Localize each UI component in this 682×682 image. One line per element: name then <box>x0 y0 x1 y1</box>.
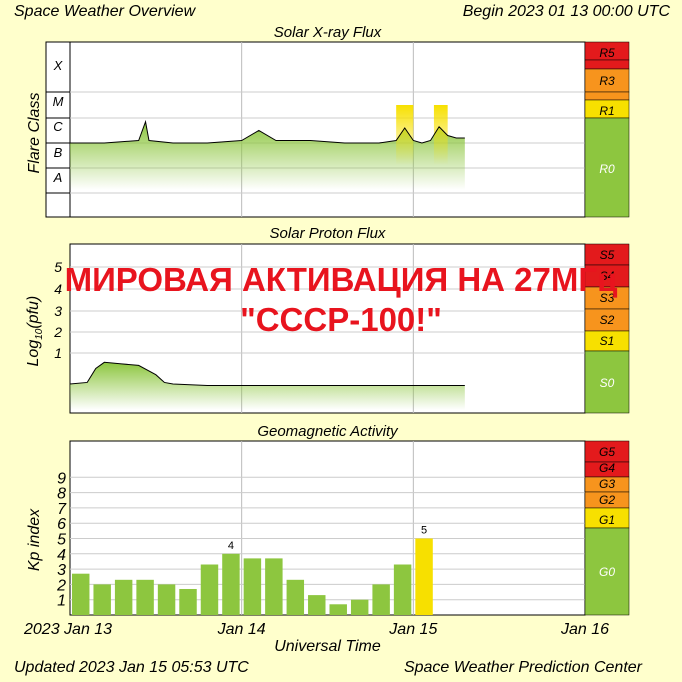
footer-center: Space Weather Prediction Center <box>403 659 642 676</box>
overlay-line-1: МИРОВАЯ АКТИВАЦИЯ НА 27МГц <box>64 261 618 298</box>
panel-3-frame <box>69 440 586 616</box>
xray-flare-fill <box>433 105 448 165</box>
proton-scale-band <box>584 350 630 414</box>
xray-scale-label: R5 <box>599 46 615 60</box>
kp-ytick: 6 <box>57 516 66 533</box>
kp-ytick: 8 <box>57 486 66 503</box>
xray-class-label: C <box>53 119 63 134</box>
kp-bar <box>329 604 347 615</box>
xray-scale-label: R1 <box>599 104 614 118</box>
kp-bar <box>136 579 154 615</box>
xray-class-label: A <box>53 170 63 185</box>
proton-ytick: 4 <box>54 281 62 297</box>
kp-ytick: 5 <box>57 532 66 549</box>
proton-ytick: 5 <box>54 259 62 275</box>
proton-line <box>69 361 465 387</box>
geomag-title: Geomagnetic Activity <box>257 423 398 440</box>
kp-scale-label: G2 <box>599 493 615 507</box>
kp-scale-label: G1 <box>599 513 615 527</box>
xray-scale-label: R3 <box>599 74 615 88</box>
xray-class-label: M <box>53 94 64 109</box>
kp-bar-label: 5 <box>421 525 427 537</box>
proton-ytick: 2 <box>53 324 62 340</box>
kp-xtick: Jan 15 <box>388 621 437 638</box>
xray-class-label: B <box>54 145 63 160</box>
kp-ytick: 2 <box>56 577 66 594</box>
proton-scale-label: S2 <box>600 313 615 327</box>
xray-ylabel: Flare Class <box>26 92 43 174</box>
xray-flare-fill <box>396 105 414 165</box>
kp-ytick: 9 <box>57 470 66 487</box>
xray-class-box <box>45 41 71 218</box>
kp-bar <box>350 599 369 615</box>
kp-xtick: Jan 16 <box>560 621 609 638</box>
kp-scale-label: G4 <box>599 461 615 475</box>
kp-scale-label: G5 <box>599 445 615 459</box>
kp-bar <box>200 564 219 615</box>
kp-ytick: 4 <box>57 547 66 564</box>
proton-area <box>70 362 465 410</box>
proton-scale-label: S1 <box>600 334 615 348</box>
kp-bar <box>179 588 197 615</box>
xray-title: Solar X-ray Flux <box>273 24 382 41</box>
kp-bar <box>286 579 305 615</box>
kp-xtick: Jan 14 <box>217 621 266 638</box>
kp-bar <box>372 584 390 615</box>
xray-scale-band <box>584 117 630 218</box>
kp-scale-band <box>584 527 630 616</box>
kp-bar-label: 4 <box>228 540 234 552</box>
kp-bar <box>157 584 176 615</box>
proton-ytick: 1 <box>54 345 62 361</box>
kp-bar <box>265 558 283 615</box>
xray-scale-label: R0 <box>599 162 615 176</box>
proton-scale-label: S4 <box>600 269 615 283</box>
proton-ytick: 3 <box>54 303 62 319</box>
kp-scale-label: G0 <box>599 565 615 579</box>
kp-bar <box>114 579 133 615</box>
kp-bar <box>72 573 90 615</box>
geomag-ylabel: Kp index <box>26 508 43 572</box>
kp-bar <box>243 558 262 615</box>
overlay-line-2: "СССР-100!" <box>240 301 442 338</box>
footer-updated: Updated 2023 Jan 15 05:53 UTC <box>14 659 249 676</box>
kp-ytick: 1 <box>57 593 66 610</box>
xray-area <box>70 121 465 190</box>
header-begin: Begin 2023 01 13 00:00 UTC <box>462 3 670 20</box>
proton-scale-label: S3 <box>600 291 615 305</box>
kp-bar <box>393 564 412 615</box>
xray-scale-band <box>584 91 630 101</box>
xray-class-label: X <box>53 58 64 73</box>
kp-ytick: 3 <box>57 562 66 579</box>
proton-scale-label: S0 <box>600 376 615 390</box>
kp-bar <box>308 595 326 615</box>
header-title: Space Weather Overview <box>14 3 196 20</box>
x-axis-label: Universal Time <box>274 638 381 655</box>
xray-scale-band <box>584 59 630 70</box>
proton-title: Solar Proton Flux <box>269 225 386 242</box>
kp-xtick: 2023 Jan 13 <box>23 621 112 638</box>
proton-scale-label: S5 <box>600 248 615 262</box>
kp-bar <box>93 584 111 615</box>
kp-bar <box>222 553 240 615</box>
kp-ytick: 7 <box>57 501 67 518</box>
kp-scale-label: G3 <box>599 477 615 491</box>
overlay-headline: МИРОВАЯ АКТИВАЦИЯ НА 27МГц "СССР-100!" <box>0 260 682 340</box>
xray-line <box>70 119 465 144</box>
kp-bar <box>415 538 433 615</box>
